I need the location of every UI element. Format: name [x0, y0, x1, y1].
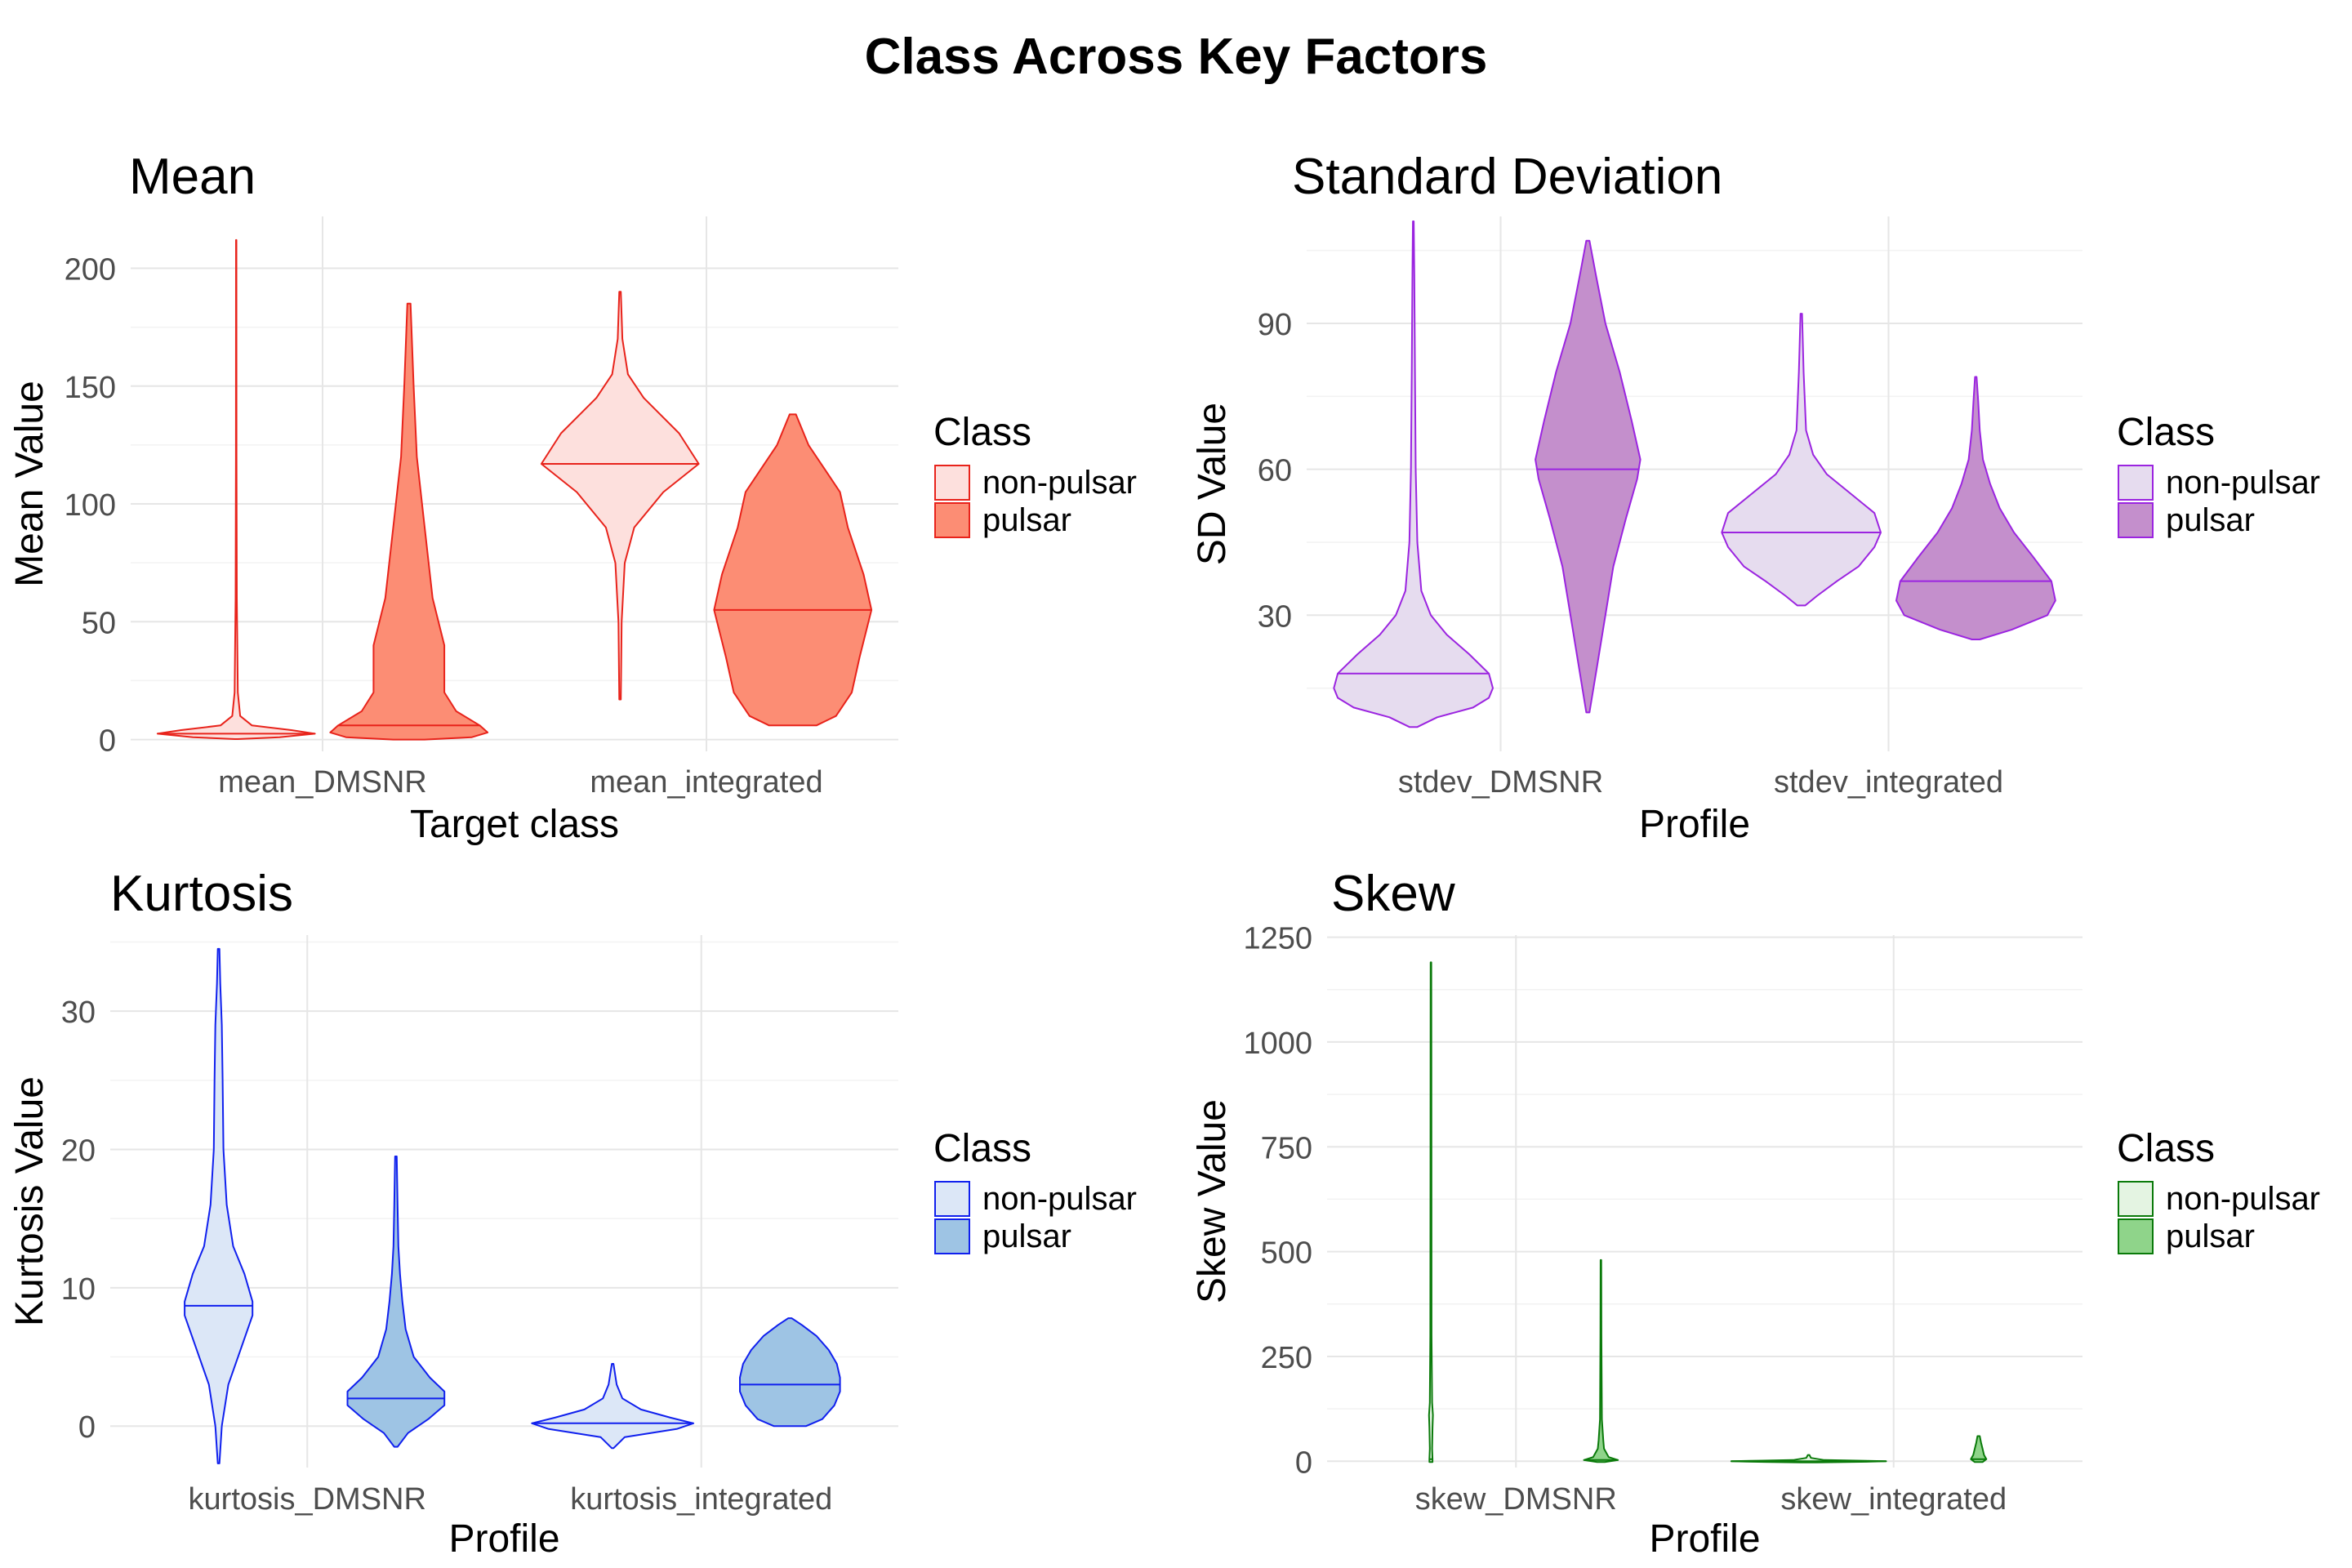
y-tick-label: 60	[1258, 454, 1292, 488]
y-tick-label: 500	[1261, 1236, 1312, 1271]
y-tick-label: 200	[65, 252, 116, 287]
violin-pulsar-kurtosis-integrated	[739, 1317, 841, 1428]
panel-skew: 0 250 500 750 1000 1250 skew_DMSNR skew_integra…	[1191, 866, 2320, 1561]
x-axis-title: Profile	[1639, 803, 1750, 846]
y-tick-label: 0	[78, 1410, 96, 1445]
y-axis-title: Kurtosis Value	[8, 1076, 51, 1326]
legend-title: Class	[933, 411, 1031, 454]
y-tick-label: 750	[1261, 1131, 1312, 1165]
legend-key-pulsar	[2118, 1218, 2154, 1254]
violin-pulsar-stdev-dmsnr	[1535, 239, 1642, 714]
x-tick-label: skew_DMSNR	[1415, 1482, 1617, 1517]
violin-pulsar-skew-dmsnr	[1583, 1258, 1619, 1463]
y-axis-title: SD Value	[1191, 403, 1234, 565]
legend-key-pulsar	[2118, 502, 2154, 538]
y-tick-label: 0	[99, 724, 116, 759]
y-axis-title: Skew Value	[1191, 1099, 1234, 1303]
legend-label-pulsar: pulsar	[982, 502, 1071, 538]
x-tick-label: kurtosis_DMSNR	[189, 1482, 426, 1517]
legend-label-non-pulsar: non-pulsar	[982, 1181, 1137, 1217]
x-tick-label: stdev_DMSNR	[1398, 765, 1603, 800]
y-tick-label: 100	[65, 488, 116, 523]
y-tick-label: 30	[61, 996, 96, 1030]
panel-title: Mean	[129, 149, 256, 205]
x-tick-label: skew_integrated	[1780, 1482, 2007, 1517]
legend-key-non-pulsar	[934, 465, 970, 501]
y-tick-label: 0	[1295, 1446, 1312, 1480]
legend-key-pulsar	[934, 502, 970, 538]
legend-label-non-pulsar: non-pulsar	[982, 465, 1137, 501]
panel-title: Standard Deviation	[1292, 149, 1722, 205]
x-tick-label: mean_integrated	[590, 765, 822, 800]
legend-label-pulsar: pulsar	[982, 1218, 1071, 1254]
legend-key-non-pulsar	[2118, 1181, 2154, 1217]
x-axis-title: Target class	[410, 803, 619, 846]
panel-mean: 0 50 100 150 200 mean_DMSNR mean_integratedTar…	[8, 149, 1137, 846]
legend-label-non-pulsar: non-pulsar	[2166, 1181, 2320, 1217]
legend-title: Class	[2117, 1127, 2215, 1170]
y-tick-label: 1000	[1243, 1027, 1312, 1061]
violin-pulsar-kurtosis-dmsnr	[346, 1156, 446, 1448]
violin-pulsar-mean-integrated	[713, 413, 873, 727]
violin-pulsar-skew-integrated	[1970, 1435, 1988, 1463]
violin-non-pulsar-mean-integrated	[540, 291, 700, 701]
x-axis-title: Profile	[448, 1517, 559, 1561]
panel-kurtosis: 0 10 20 30 kurtosis_DMSNR kurtosis_integrated…	[8, 866, 1137, 1561]
x-axis-title: Profile	[1649, 1517, 1760, 1561]
violin-pulsar-mean-dmsnr	[329, 302, 489, 741]
violin-pulsar-stdev-integrated	[1895, 376, 2056, 640]
legend-title: Class	[933, 1127, 1031, 1170]
y-tick-label: 20	[61, 1134, 96, 1168]
legend-label-pulsar: pulsar	[2166, 1218, 2255, 1254]
y-tick-label: 1250	[1243, 922, 1312, 956]
panel-title: Kurtosis	[110, 866, 293, 922]
x-tick-label: mean_DMSNR	[218, 765, 427, 800]
y-axis-title: Mean Value	[8, 381, 51, 587]
x-tick-label: kurtosis_integrated	[570, 1482, 832, 1517]
legend-label-non-pulsar: non-pulsar	[2166, 465, 2320, 501]
y-tick-label: 90	[1258, 308, 1292, 342]
figure-title: Class Across Key Factors	[865, 29, 1488, 85]
y-tick-label: 50	[82, 606, 116, 640]
y-tick-label: 10	[61, 1272, 96, 1307]
legend-key-pulsar	[934, 1218, 970, 1254]
legend-key-non-pulsar	[934, 1181, 970, 1217]
y-tick-label: 250	[1261, 1341, 1312, 1375]
panel-title: Skew	[1331, 866, 1455, 922]
legend-label-pulsar: pulsar	[2166, 502, 2255, 538]
legend-title: Class	[2117, 411, 2215, 454]
y-tick-label: 150	[65, 371, 116, 405]
violin-non-pulsar-skew-dmsnr	[1428, 961, 1434, 1463]
violin-non-pulsar-mean-dmsnr	[156, 238, 316, 740]
y-tick-label: 30	[1258, 599, 1292, 634]
panel-standard-deviation: 30 60 90 stdev_DMSNR stdev_integrated Profile…	[1191, 149, 2320, 846]
legend-key-non-pulsar	[2118, 465, 2154, 501]
x-tick-label: stdev_integrated	[1774, 765, 2003, 800]
